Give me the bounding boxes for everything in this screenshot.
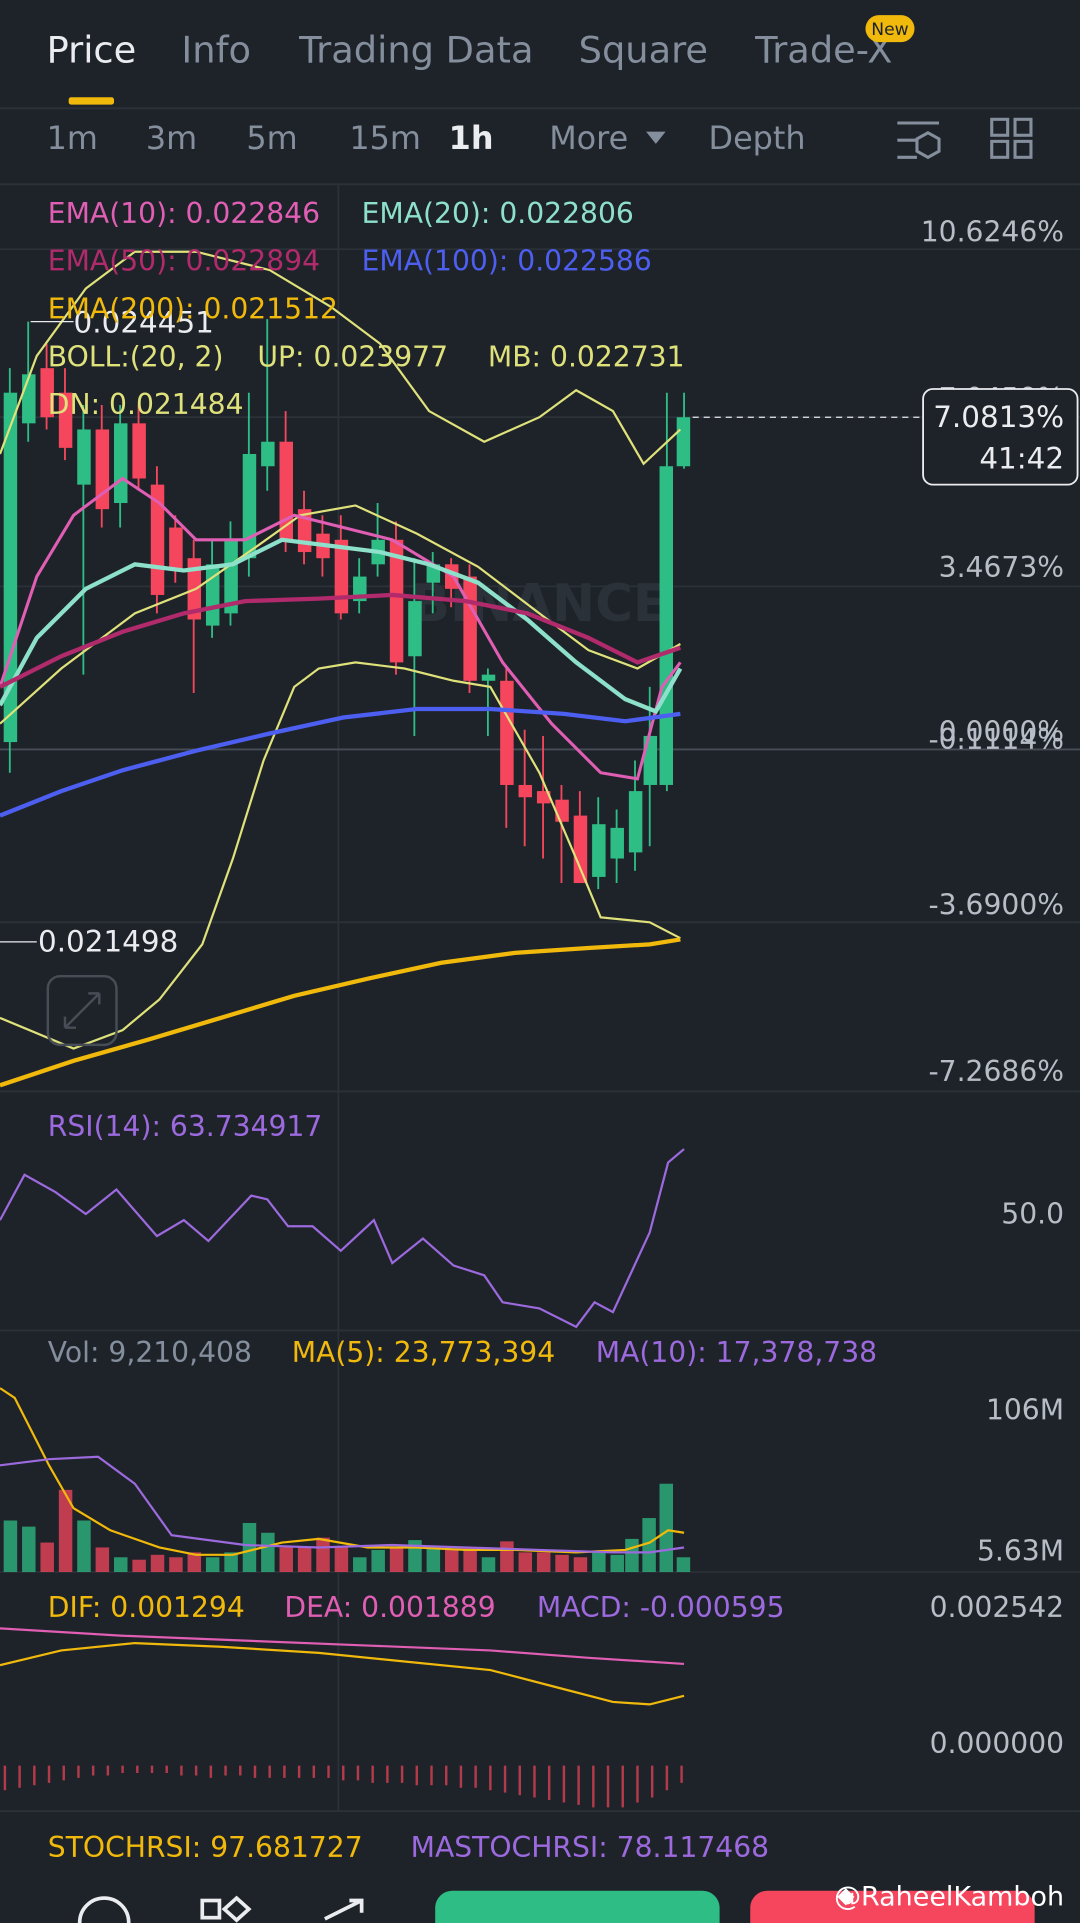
indicator-lines (0, 250, 683, 1088)
macd-histogram (3, 1765, 683, 1808)
ema-label: EMA(100): 0.022586 (362, 245, 652, 278)
axis-label: -0.1114% (928, 723, 1064, 756)
interval[interactable]: More (549, 119, 628, 157)
current-price: 7.0813% (933, 400, 1064, 434)
axis-label: 3.4673% (939, 551, 1064, 584)
boll-label: BOLL:(20, 2) (48, 340, 224, 373)
ema-label: EMA(200): 0.021512 (48, 293, 338, 326)
watermark: @RaheelKamboh (834, 1882, 1064, 1913)
vol-label: Vol: 9,210,408 (48, 1336, 252, 1369)
axis-label: -3.6900% (928, 888, 1064, 921)
countdown: 41:42 (979, 442, 1064, 476)
axis-label: -7.2686% (928, 1055, 1064, 1088)
axis-label: 106M (986, 1393, 1064, 1426)
nav-icon[interactable] (221, 1895, 252, 1923)
axis-label: 0.0000% (939, 715, 1064, 748)
watermark-icon (837, 1888, 855, 1906)
macd-label: DEA: 0.001889 (284, 1591, 495, 1624)
settings-icon[interactable] (897, 121, 941, 160)
axis-label: 10.6246% (921, 215, 1064, 248)
vol-label: MA(5): 23,773,394 (292, 1336, 555, 1369)
axis-label: 5.63M (977, 1534, 1064, 1567)
interval[interactable]: 3m (146, 119, 197, 157)
layout-icon[interactable] (990, 117, 1033, 159)
interval[interactable]: 15m (349, 119, 421, 157)
buy-button[interactable] (435, 1890, 720, 1923)
nav-icon[interactable] (324, 1898, 364, 1921)
tab-indicator (68, 97, 115, 105)
dropdown-arrow (646, 131, 666, 144)
tab[interactable]: Trading Data (298, 28, 533, 71)
sell-button[interactable] (750, 1890, 1035, 1923)
rsi-label: RSI(14): 63.734917 (48, 1110, 323, 1143)
stochrsi-label: MASTOCHRSI: 78.117468 (411, 1831, 769, 1864)
interval[interactable]: 1h (449, 119, 494, 157)
volume-bars (3, 1483, 691, 1572)
vol-ma10 (0, 1455, 685, 1554)
tab[interactable]: Info (181, 28, 251, 71)
dif-line (0, 1641, 685, 1706)
nav-icon[interactable] (200, 1898, 222, 1920)
ema-label: EMA(20): 0.022806 (362, 197, 634, 230)
expand-icon (63, 992, 101, 1029)
ema-label: EMA(50): 0.022894 (48, 245, 320, 278)
axis-label: 50.0 (1001, 1197, 1064, 1230)
interval[interactable]: 5m (246, 119, 297, 157)
ema-label: EMA(10): 0.022846 (48, 197, 320, 230)
interval[interactable]: Depth (709, 119, 806, 157)
axis-label: 0.000000 (930, 1727, 1065, 1760)
tab[interactable]: Price (47, 28, 137, 71)
boll-label: UP: 0.023977 (257, 340, 448, 373)
vol-label: MA(10): 17,378,738 (596, 1336, 877, 1369)
tab[interactable]: Square (579, 28, 708, 71)
badge (865, 15, 915, 43)
price-box (922, 388, 1079, 486)
low-label: 0.021498 (38, 925, 178, 959)
rsi-line (0, 1148, 685, 1329)
interval[interactable]: 1m (47, 119, 98, 157)
badge-text: New (871, 20, 908, 40)
boll-label: MB: 0.022731 (488, 340, 685, 373)
expand-button[interactable] (46, 974, 118, 1047)
high-label: 0.024451 (74, 306, 214, 340)
axis-label: 0.002542 (930, 1591, 1065, 1624)
dea-line (0, 1627, 685, 1666)
stochrsi-label: STOCHRSI: 97.681727 (48, 1831, 363, 1864)
macd-label: MACD: -0.000595 (537, 1591, 785, 1624)
macd-label: DIF: 0.001294 (48, 1591, 245, 1624)
vol-ma5 (0, 1387, 685, 1556)
boll-label: DN: 0.021484 (48, 388, 244, 421)
